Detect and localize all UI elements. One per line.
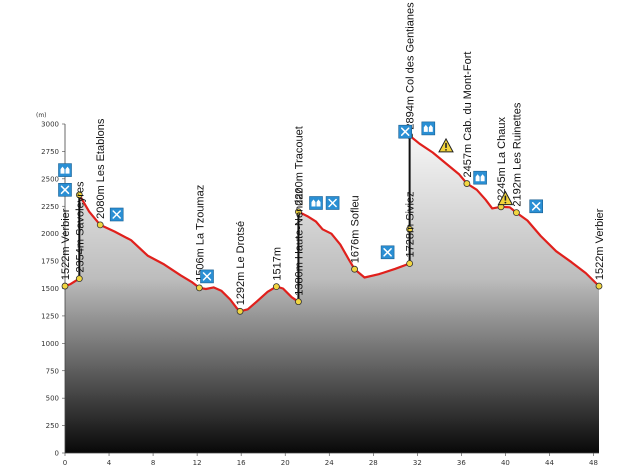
waypoint-marker	[61, 282, 69, 290]
poi-icons-layer	[58, 121, 544, 284]
waypoint-label: 2457m Cab. du Mont-Fort	[462, 52, 474, 178]
waypoint-marker	[236, 307, 244, 315]
profile-fill	[65, 135, 599, 453]
hut-icon	[421, 121, 436, 136]
x-tick-label: 12	[193, 459, 202, 467]
waypoint-marker	[75, 191, 83, 199]
y-tick-label: 1250	[41, 312, 59, 320]
waypoint-marker	[295, 298, 302, 306]
warning-icon	[497, 190, 514, 206]
x-tick-label: 28	[369, 459, 378, 467]
y-tick-label: 2750	[41, 148, 59, 156]
y-tick-label: 1500	[41, 285, 59, 293]
waypoint-marker	[351, 265, 358, 273]
y-tick-label: 250	[46, 422, 59, 430]
waypoint-marker	[96, 221, 104, 229]
hut-icon	[473, 170, 487, 185]
x-tick-label: 4	[107, 459, 112, 467]
waypoint-marker	[75, 275, 83, 283]
waypoint-marker	[272, 283, 280, 291]
waypoint-label: 2894m Col des Gentianes	[405, 2, 417, 130]
waypoint-label: 2354m Savoleyres	[74, 181, 86, 273]
lift-segments-layer	[78, 135, 411, 302]
y-tick-label: 500	[46, 395, 59, 403]
x-tick-label: 24	[325, 459, 334, 467]
waypoint-label: 1728m Siviez	[405, 191, 417, 257]
y-unit-label: (m)	[36, 112, 47, 119]
y-tick-label: 2500	[41, 175, 59, 183]
waypoint-marker	[513, 209, 520, 217]
waypoint-label: 2192m Les Ruinettes	[511, 102, 523, 206]
waypoint-label: 1380m Haute-Nendaz	[293, 188, 305, 296]
x-tick-label: 48	[589, 459, 598, 467]
waypoint-marker	[195, 284, 203, 292]
x-tick-label: 20	[281, 459, 290, 467]
restaurant-icon	[529, 199, 544, 214]
waypoint-label: 1522m Verbier	[60, 208, 72, 280]
y-tick-label: 2250	[41, 203, 59, 211]
profile-line	[78, 194, 300, 313]
x-tick-label: 44	[545, 459, 554, 467]
waypoint-marker	[463, 180, 471, 187]
x-tick-label: 16	[237, 459, 246, 467]
axes-layer: 0 250 500 750 1000 1250 1500 1750 2000 2250 2500 27…	[41, 121, 599, 467]
restaurant-icon	[200, 269, 214, 284]
hut-icon	[58, 163, 72, 177]
waypoint-marker	[595, 282, 603, 290]
waypoint-label: 2245m La Chaux	[496, 117, 508, 201]
restaurant-icon	[380, 245, 395, 260]
restaurant-icon	[398, 124, 413, 139]
profile-line	[297, 210, 410, 279]
hut-icon	[309, 196, 323, 210]
waypoint-marker	[406, 260, 414, 267]
x-tick-label: 40	[501, 459, 510, 467]
waypoint-marker	[295, 208, 302, 216]
x-tick-label: 36	[457, 459, 466, 467]
waypoint-label: 2080m Les Etablons	[95, 118, 107, 219]
waypoint-label: 1676m Sofleu	[350, 195, 362, 263]
waypoint-label: 1522m Verbier	[594, 208, 606, 280]
waypoint-marker	[406, 225, 414, 233]
y-tick-label: 0	[55, 450, 59, 458]
restaurant-icon	[325, 196, 340, 210]
warning-icon	[438, 137, 454, 153]
x-tick-label: 0	[63, 459, 67, 467]
waypoint-label: 1506m La Tzoumaz	[194, 185, 206, 282]
waypoint-label: 1517m	[271, 247, 283, 281]
y-tick-label: 1000	[41, 340, 59, 348]
waypoint-label: 2200m Tracouet	[293, 126, 305, 206]
restaurant-icon	[109, 207, 124, 222]
y-tick-label: 750	[46, 367, 59, 375]
profile-area-layer	[65, 135, 599, 453]
y-tick-label: 1750	[41, 258, 59, 266]
restaurant-icon	[58, 183, 72, 197]
x-tick-label: 32	[413, 459, 422, 467]
y-tick-label: 2000	[41, 230, 59, 238]
profile-line	[408, 134, 600, 287]
waypoint-label: 1292m Le Drotsé	[235, 221, 247, 305]
y-tick-label: 3000	[41, 121, 59, 129]
x-tick-label: 8	[151, 459, 155, 467]
